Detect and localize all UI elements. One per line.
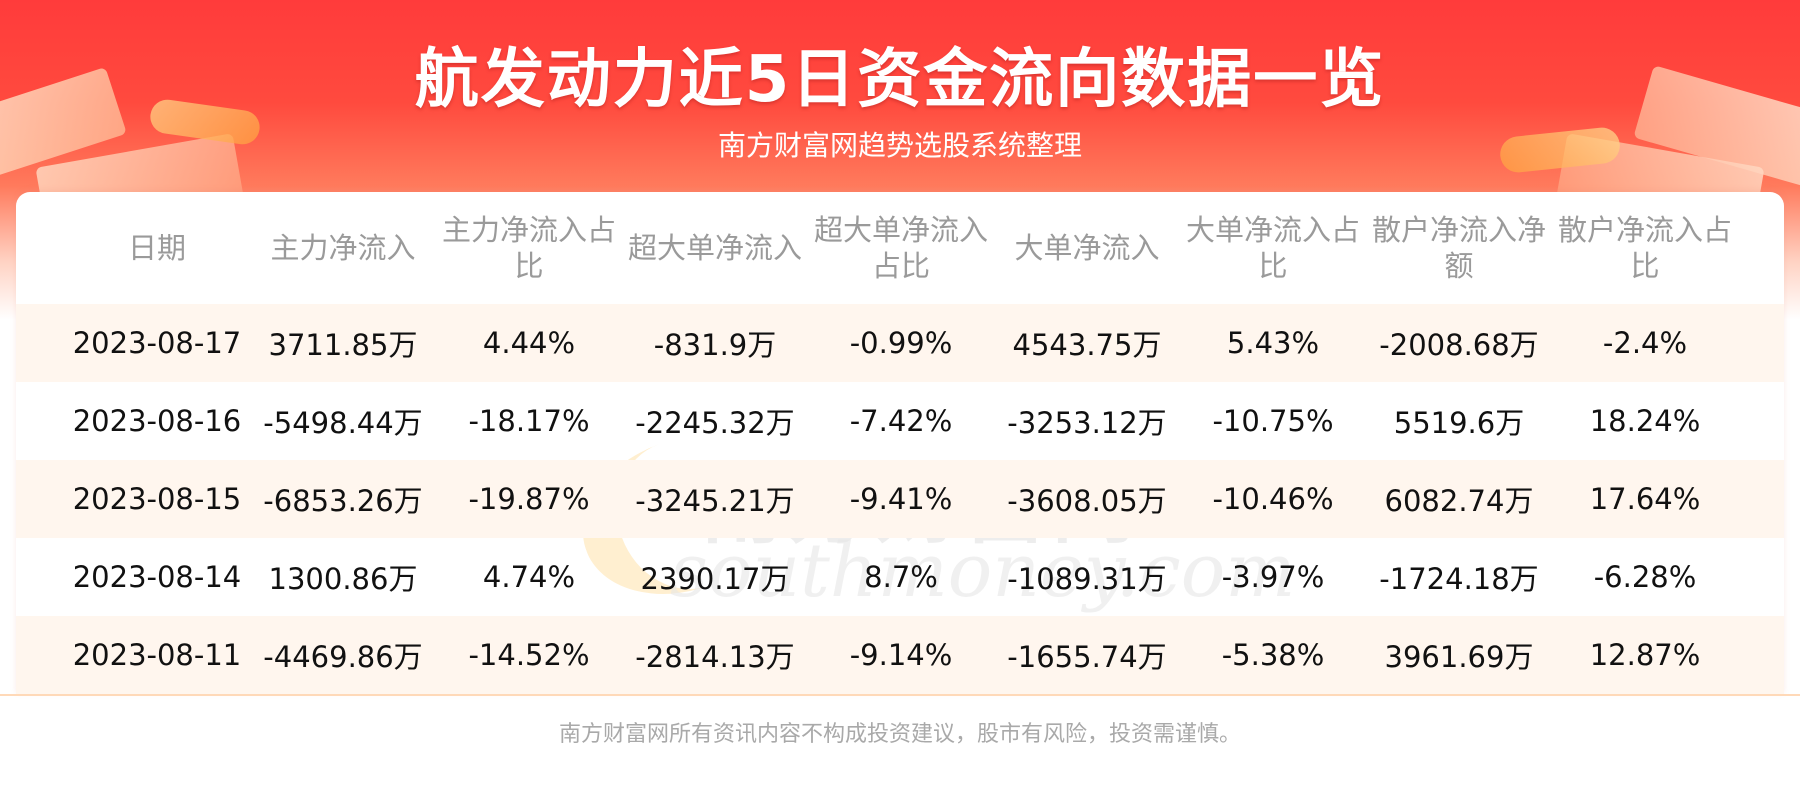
col-header-retail-ratio: 散户净流入占比 [1557,213,1732,283]
page-subtitle: 南方财富网趋势选股系统整理 [717,129,1082,162]
cell-xl-inflow: -3245.21万 [635,484,795,518]
table-row: 2023-08-11 -4469.86万 -14.52% -2814.13万 -… [16,616,1784,694]
cell-main-ratio: -18.17% [468,404,590,438]
cell-large-ratio: -3.97% [1221,560,1325,594]
cell-retail-ratio: -2.4% [1602,326,1688,360]
cell-retail-net: 5519.6万 [1393,406,1525,440]
cell-main-inflow: 1300.86万 [268,562,418,596]
cell-xl-ratio: -9.14% [849,638,953,672]
cell-large-inflow: -3608.05万 [1007,484,1167,518]
cell-retail-ratio: 18.24% [1589,404,1701,438]
cell-xl-inflow: -831.9万 [653,328,777,362]
cell-date: 2023-08-15 [72,482,242,516]
cell-date: 2023-08-17 [72,326,242,360]
col-header-xl-inflow: 超大单净流入 [627,231,802,265]
cell-main-ratio: 4.74% [482,560,576,594]
col-header-large-ratio: 大单净流入占比 [1185,213,1360,283]
col-header-date: 日期 [127,231,186,265]
cell-date: 2023-08-11 [72,638,242,672]
cell-date: 2023-08-14 [72,560,242,594]
col-header-large-inflow: 大单净流入 [1014,231,1160,265]
cell-xl-inflow: 2390.17万 [640,562,790,596]
cell-retail-ratio: 17.64% [1589,482,1701,516]
cell-large-inflow: 4543.75万 [1012,328,1162,362]
col-header-main-ratio: 主力净流入占比 [441,213,616,283]
cell-large-inflow: -1655.74万 [1007,640,1167,674]
table-bottom-divider [0,694,1800,696]
cell-large-ratio: 5.43% [1226,326,1320,360]
page-title: 航发动力近5日资金流向数据一览 [414,43,1386,117]
table-row: 2023-08-16 -5498.44万 -18.17% -2245.32万 -… [16,382,1784,460]
cell-xl-inflow: -2814.13万 [635,640,795,674]
cell-xl-ratio: 8.7% [864,560,938,594]
table-row: 2023-08-17 3711.85万 4.44% -831.9万 -0.99%… [16,304,1784,382]
cell-main-inflow: 3711.85万 [268,328,418,362]
cell-main-inflow: -4469.86万 [263,640,423,674]
col-header-xl-ratio: 超大单净流入占比 [813,213,988,283]
col-header-main-inflow: 主力净流入 [270,231,416,265]
cell-xl-ratio: -9.41% [849,482,953,516]
cell-retail-net: 6082.74万 [1384,484,1534,518]
cell-xl-inflow: -2245.32万 [635,406,795,440]
cell-retail-net: -2008.68万 [1379,328,1539,362]
cell-large-ratio: -5.38% [1221,638,1325,672]
cell-large-inflow: -3253.12万 [1007,406,1167,440]
cell-main-inflow: -6853.26万 [263,484,423,518]
cell-main-ratio: -14.52% [468,638,590,672]
cell-retail-ratio: -6.28% [1593,560,1697,594]
cell-xl-ratio: -0.99% [849,326,953,360]
table-header-row: 日期 主力净流入 主力净流入占比 超大单净流入 超大单净流入占比 大单净流入 大… [16,192,1784,304]
fund-flow-table: 日期 主力净流入 主力净流入占比 超大单净流入 超大单净流入占比 大单净流入 大… [16,192,1784,694]
cell-retail-net: -1724.18万 [1379,562,1539,596]
cell-main-ratio: -19.87% [468,482,590,516]
cell-main-ratio: 4.44% [482,326,576,360]
cell-retail-ratio: 12.87% [1589,638,1701,672]
disclaimer-text: 南方财富网所有资讯内容不构成投资建议，股市有风险，投资需谨慎。 [558,722,1241,747]
cell-large-ratio: -10.46% [1212,482,1334,516]
cell-main-inflow: -5498.44万 [263,406,423,440]
col-header-retail-net: 散户净流入净额 [1371,213,1546,283]
cell-retail-net: 3961.69万 [1384,640,1534,674]
cell-large-ratio: -10.75% [1212,404,1334,438]
cell-date: 2023-08-16 [72,404,242,438]
cell-large-inflow: -1089.31万 [1007,562,1167,596]
cell-xl-ratio: -7.42% [849,404,953,438]
table-row: 2023-08-15 -6853.26万 -19.87% -3245.21万 -… [16,460,1784,538]
table-row: 2023-08-14 1300.86万 4.74% 2390.17万 8.7% … [16,538,1784,616]
table-card [16,192,1784,695]
